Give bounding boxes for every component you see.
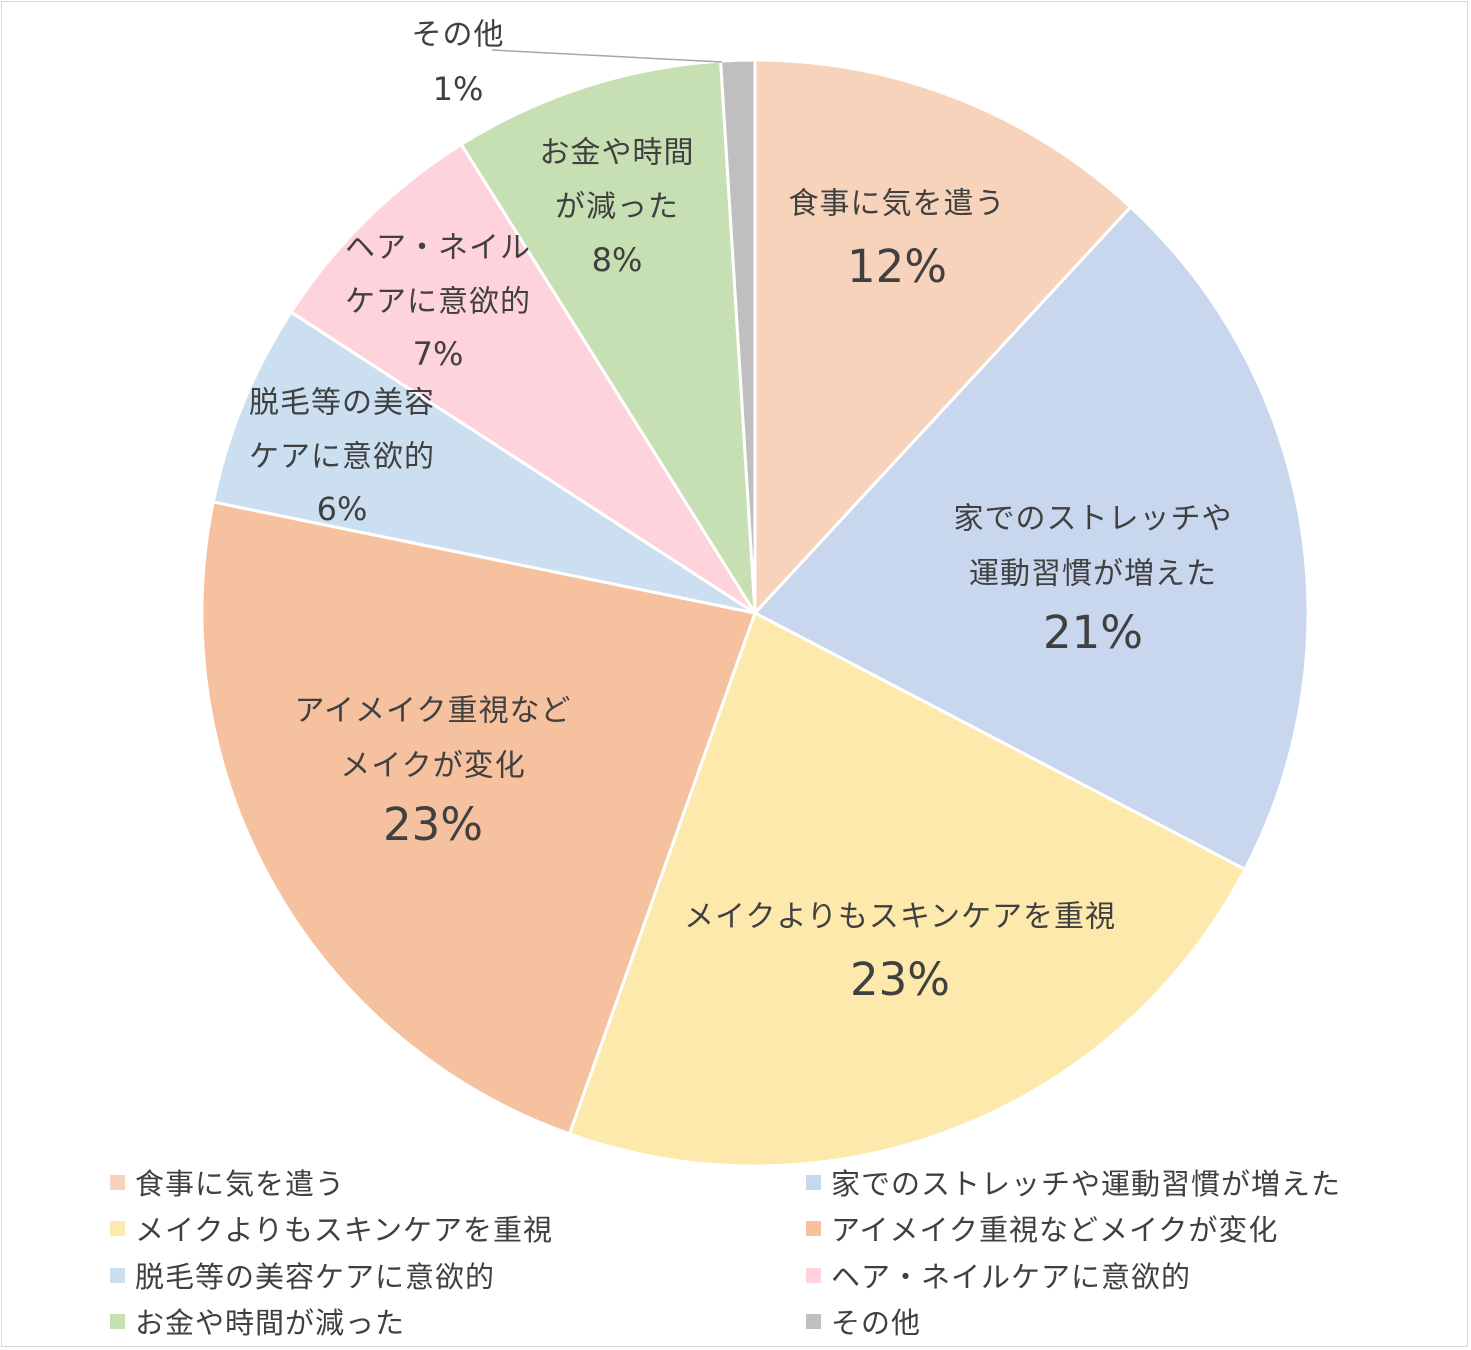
pie-slice <box>753 58 1133 617</box>
slice-label: ヘア・ネイル <box>345 231 531 266</box>
slice-percent-label: 12% <box>847 240 947 293</box>
slice-percent-label: 23% <box>850 953 950 1006</box>
slice-percent-label: 1% <box>433 70 484 108</box>
pie-slice <box>200 500 757 1136</box>
slice-label: その他 <box>412 18 505 53</box>
pie-slice <box>288 142 757 615</box>
leader-line <box>491 49 723 63</box>
slice-label: お金や時間 <box>540 136 695 171</box>
slice-label: 脱毛等の美容 <box>249 386 435 421</box>
slice-label: が減った <box>555 190 679 225</box>
slice-percent-label: 6% <box>317 490 368 528</box>
slice-label: ケアに意欲的 <box>345 285 531 320</box>
slice-percent-label: 8% <box>592 241 643 279</box>
pie-slice <box>459 59 757 614</box>
slice-percent-label: 21% <box>1043 606 1143 659</box>
pie-slice <box>752 204 1310 872</box>
slice-percent-label: 23% <box>383 798 483 851</box>
pie-slice <box>719 58 757 614</box>
slice-percent-label: 7% <box>413 335 464 373</box>
slice-label: 家でのストレッチや <box>954 502 1233 537</box>
slice-label: メイクが変化 <box>340 749 525 784</box>
pie-slice <box>211 309 756 615</box>
slice-label: アイメイク重視など <box>295 694 572 729</box>
slice-label: 運動習慣が増えた <box>969 557 1217 592</box>
slice-label: ケアに意欲的 <box>249 440 435 475</box>
pie-slice <box>567 610 1247 1168</box>
slice-label: 食事に気を遣う <box>789 187 1006 222</box>
slice-label: メイクよりもスキンケアを重視 <box>684 900 1116 935</box>
